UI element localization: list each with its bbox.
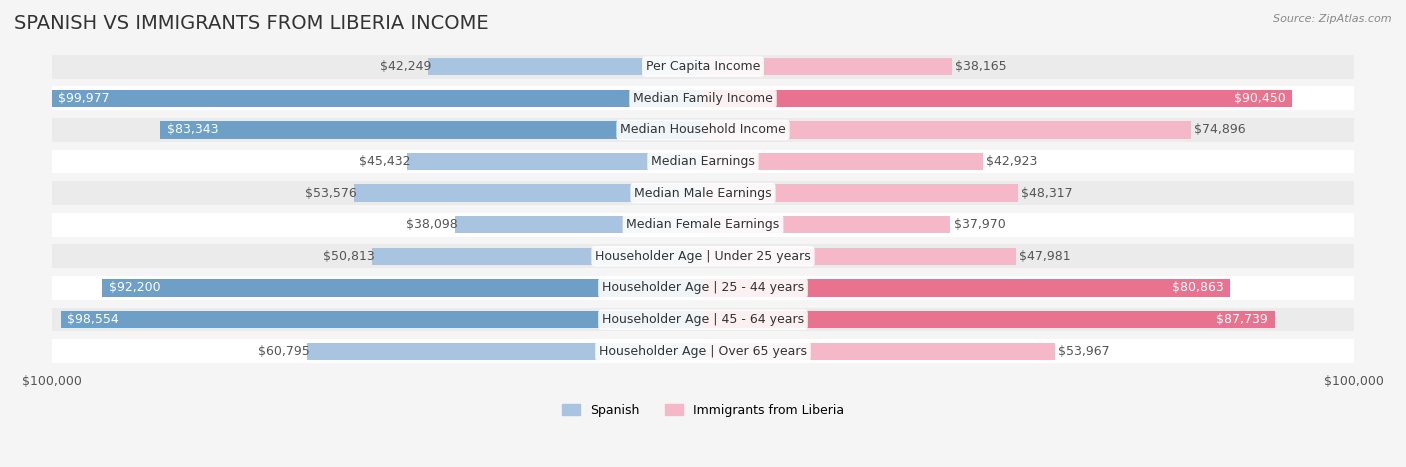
Text: $47,981: $47,981 xyxy=(1019,250,1070,263)
Text: $74,896: $74,896 xyxy=(1194,123,1246,136)
Text: $90,450: $90,450 xyxy=(1234,92,1285,105)
Text: Median Female Earnings: Median Female Earnings xyxy=(627,218,779,231)
Text: Householder Age | 45 - 64 years: Householder Age | 45 - 64 years xyxy=(602,313,804,326)
Bar xyxy=(52,276,1354,300)
Bar xyxy=(703,216,950,234)
Text: Householder Age | 25 - 44 years: Householder Age | 25 - 44 years xyxy=(602,282,804,295)
Bar xyxy=(454,216,703,234)
Bar xyxy=(52,118,1354,142)
Bar xyxy=(427,58,703,75)
Bar xyxy=(60,311,703,328)
Text: Per Capita Income: Per Capita Income xyxy=(645,60,761,73)
Text: SPANISH VS IMMIGRANTS FROM LIBERIA INCOME: SPANISH VS IMMIGRANTS FROM LIBERIA INCOM… xyxy=(14,14,489,33)
Bar xyxy=(703,58,952,75)
Bar xyxy=(703,311,1275,328)
Text: $60,795: $60,795 xyxy=(259,345,311,358)
Bar xyxy=(52,340,1354,363)
Text: $37,970: $37,970 xyxy=(953,218,1005,231)
Bar xyxy=(160,121,703,139)
Text: $87,739: $87,739 xyxy=(1216,313,1268,326)
Text: Householder Age | Under 25 years: Householder Age | Under 25 years xyxy=(595,250,811,263)
Text: $53,576: $53,576 xyxy=(305,187,357,199)
Text: $42,923: $42,923 xyxy=(986,155,1038,168)
Bar xyxy=(52,245,1354,268)
Bar xyxy=(703,279,1230,297)
Bar xyxy=(703,90,1292,107)
Text: Median Male Earnings: Median Male Earnings xyxy=(634,187,772,199)
Bar xyxy=(307,342,703,360)
Text: $50,813: $50,813 xyxy=(323,250,375,263)
Bar xyxy=(703,121,1191,139)
Bar xyxy=(103,279,703,297)
Text: $99,977: $99,977 xyxy=(58,92,110,105)
Bar xyxy=(703,184,1018,202)
Text: $42,249: $42,249 xyxy=(380,60,432,73)
Text: Source: ZipAtlas.com: Source: ZipAtlas.com xyxy=(1274,14,1392,24)
Bar xyxy=(373,248,703,265)
Text: Median Earnings: Median Earnings xyxy=(651,155,755,168)
Text: $92,200: $92,200 xyxy=(108,282,160,295)
Text: $98,554: $98,554 xyxy=(67,313,120,326)
Bar xyxy=(52,90,703,107)
Text: Median Family Income: Median Family Income xyxy=(633,92,773,105)
Bar xyxy=(703,153,983,170)
Bar xyxy=(354,184,703,202)
Bar xyxy=(52,181,1354,205)
Bar xyxy=(52,308,1354,332)
Bar xyxy=(408,153,703,170)
Text: $38,098: $38,098 xyxy=(406,218,458,231)
Text: $45,432: $45,432 xyxy=(359,155,411,168)
Text: $48,317: $48,317 xyxy=(1021,187,1073,199)
Bar xyxy=(52,55,1354,78)
Bar xyxy=(52,213,1354,237)
Text: Median Household Income: Median Household Income xyxy=(620,123,786,136)
Text: Householder Age | Over 65 years: Householder Age | Over 65 years xyxy=(599,345,807,358)
Text: $83,343: $83,343 xyxy=(166,123,218,136)
Bar xyxy=(52,86,1354,110)
Bar xyxy=(703,342,1054,360)
Text: $53,967: $53,967 xyxy=(1057,345,1109,358)
Text: $80,863: $80,863 xyxy=(1171,282,1223,295)
Bar xyxy=(703,248,1015,265)
Bar xyxy=(52,149,1354,173)
Text: $38,165: $38,165 xyxy=(955,60,1007,73)
Legend: Spanish, Immigrants from Liberia: Spanish, Immigrants from Liberia xyxy=(557,399,849,422)
